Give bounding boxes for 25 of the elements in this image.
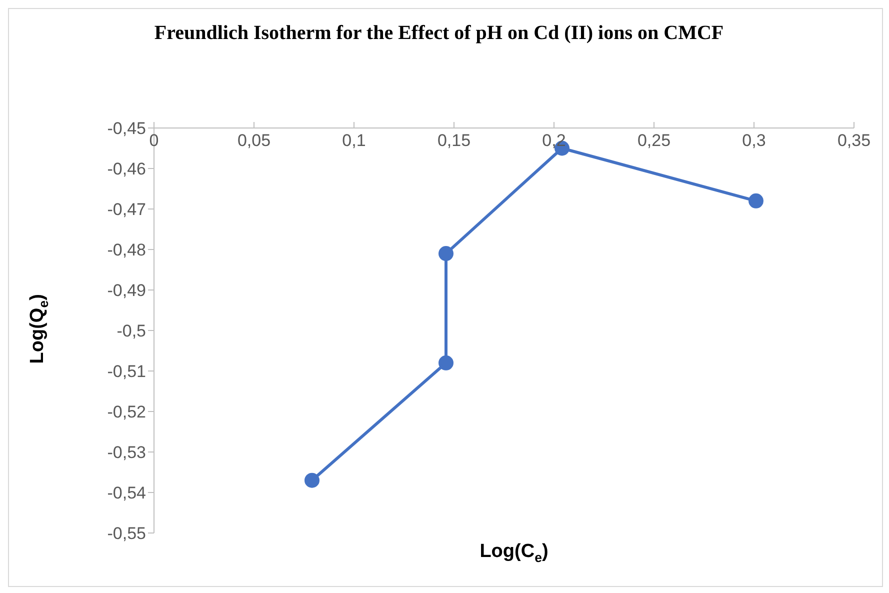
y-tick-label: -0,49: [107, 281, 146, 300]
x-tick-label: 0,35: [837, 131, 871, 150]
y-tick-label: -0,54: [107, 484, 146, 503]
point: [438, 246, 454, 262]
y-tick-label: -0,55: [107, 524, 146, 544]
y-tick-label: -0,45: [107, 119, 146, 138]
point: [438, 355, 454, 370]
x-tick-label: 0,2: [542, 131, 566, 150]
x-tick-label: 0,25: [637, 131, 671, 150]
y-tick-label: -0,53: [107, 443, 146, 462]
y-tick-label: -0,5: [116, 322, 146, 341]
y-tick-label: -0,46: [107, 160, 146, 179]
x-tick-label: 0,15: [437, 131, 471, 150]
chart-title: Freundlich Isotherm for the Effect of pH on Cd (II) ions on CMCF: [153, 21, 725, 45]
x-tick-label: 0,3: [742, 131, 766, 150]
x-tick-label: 0,05: [237, 131, 271, 150]
y-tick-label: -0,47: [107, 200, 146, 220]
y-tick-label: -0,51: [107, 362, 146, 382]
x-axis-title: Log(C$_{e}$): [480, 541, 548, 565]
point: [304, 472, 320, 488]
point: [748, 193, 764, 208]
y-tick-label: -0,48: [107, 240, 146, 260]
x-tick-label: 0,1: [342, 131, 366, 150]
y-tick-label: -0,52: [107, 402, 146, 422]
x-tick-label: 0: [149, 131, 159, 150]
